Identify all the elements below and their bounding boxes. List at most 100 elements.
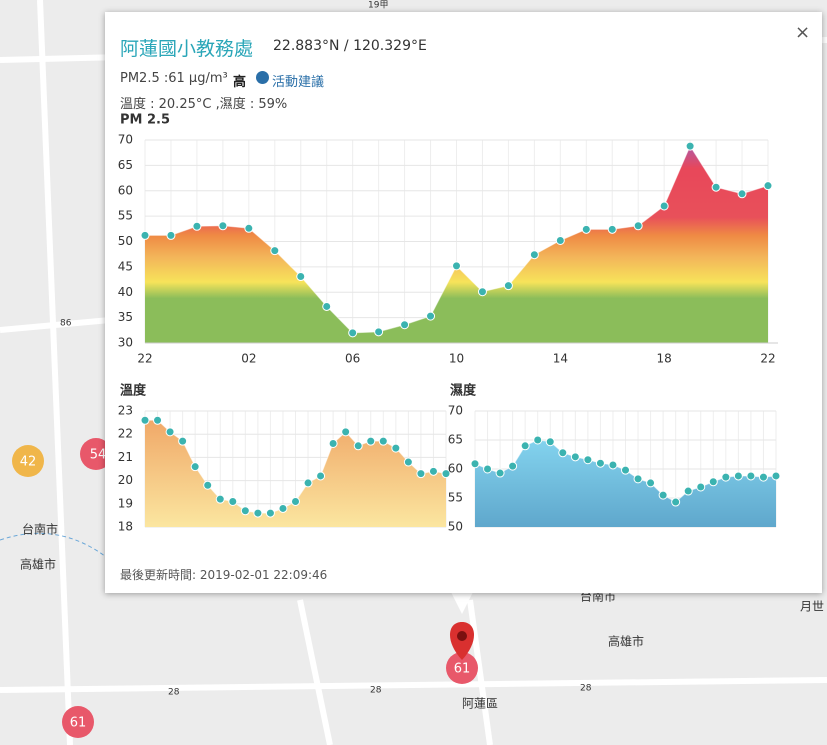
point (581, 224, 591, 234)
point (570, 452, 580, 462)
info-icon[interactable] (256, 71, 269, 84)
weather: 溫度 : 20.25°C ,濕度 : 59% (120, 97, 288, 112)
x-tick-label: 18 (657, 352, 672, 366)
coords: 22.883°N / 120.329°E (273, 38, 427, 54)
point (265, 508, 275, 518)
point (378, 436, 388, 446)
point (452, 261, 461, 271)
point (737, 189, 747, 199)
point (633, 474, 643, 484)
point (166, 230, 176, 240)
map-label: 19甲 (368, 0, 388, 11)
map-label: 28 (168, 688, 180, 698)
marker[interactable] (80, 438, 112, 470)
y-tick-label: 21 (118, 450, 133, 464)
point (140, 415, 150, 425)
point (508, 461, 518, 471)
y-tick-label: 55 (448, 491, 463, 505)
point (763, 181, 773, 191)
point (503, 281, 513, 291)
pm-level: 高 (233, 75, 247, 90)
point (633, 221, 643, 231)
area (475, 440, 776, 527)
point (595, 458, 605, 468)
map-label: 月世 (800, 600, 824, 614)
point (558, 448, 568, 458)
y-tick-label: 55 (118, 209, 133, 223)
marker-label: 61 (70, 716, 87, 731)
popup-pointer (451, 592, 473, 614)
point (746, 471, 756, 481)
point (153, 415, 163, 425)
point (733, 471, 743, 481)
point (711, 182, 721, 192)
y-tick-label: 50 (448, 520, 463, 534)
point (428, 466, 438, 476)
y-tick-label: 18 (118, 520, 133, 534)
point (696, 482, 706, 492)
point (218, 221, 228, 231)
marker[interactable] (12, 445, 44, 477)
station-title: 阿蓮國小教務處 (120, 38, 254, 60)
y-tick-label: 22 (118, 427, 133, 441)
point (322, 301, 332, 311)
map-label: 28 (370, 686, 382, 696)
map-label: 阿蓮區 (462, 697, 498, 711)
close-button[interactable]: × (795, 22, 811, 43)
y-tick-label: 30 (118, 336, 133, 350)
point (583, 455, 593, 465)
marker[interactable] (62, 706, 94, 738)
point (659, 201, 669, 211)
popup: 阿蓮國小教務處 22.883°N / 120.329°E × PM2.5 :61… (105, 12, 822, 593)
point (391, 443, 401, 453)
y-tick-label: 20 (118, 473, 133, 487)
point (253, 508, 263, 518)
point (426, 311, 436, 321)
y-tick-label: 60 (448, 462, 463, 476)
pin-marker[interactable] (446, 652, 478, 684)
point (658, 490, 668, 500)
y-tick-label: 23 (118, 404, 133, 418)
point (366, 436, 376, 446)
point (278, 503, 288, 513)
point (520, 441, 530, 451)
point (165, 427, 175, 437)
point (771, 471, 781, 481)
point (495, 468, 505, 478)
road (467, 599, 493, 745)
road (37, 0, 73, 745)
point (683, 486, 693, 496)
point (303, 478, 313, 488)
point (328, 438, 338, 448)
point (708, 477, 718, 487)
chart-title: 溫度 (120, 383, 147, 399)
point (400, 320, 410, 330)
point (555, 235, 565, 245)
point (296, 272, 306, 282)
chart-title: PM 2.5 (120, 113, 170, 128)
x-tick-label: 02 (241, 352, 256, 366)
point (608, 460, 618, 470)
point (646, 478, 656, 488)
y-tick-label: 70 (118, 133, 133, 147)
point (403, 457, 413, 467)
point (215, 494, 225, 504)
y-tick-label: 45 (118, 259, 133, 273)
y-tick-label: 70 (448, 404, 463, 418)
point (483, 464, 493, 474)
point (529, 250, 539, 260)
point (477, 287, 487, 297)
point (758, 472, 768, 482)
y-tick-label: 60 (118, 183, 133, 197)
point (228, 496, 238, 506)
point (353, 441, 363, 451)
advice-link[interactable]: 活動建議 (272, 75, 325, 90)
point (244, 223, 254, 233)
marker-label: 42 (20, 455, 37, 470)
chart-title: 濕度 (450, 383, 477, 399)
charts: PM 2.5 30 35 40 45 50 55 60 65 70 22 02 06 10 14 18 22 溫度… (118, 113, 781, 534)
point (140, 230, 150, 240)
point (721, 472, 731, 482)
